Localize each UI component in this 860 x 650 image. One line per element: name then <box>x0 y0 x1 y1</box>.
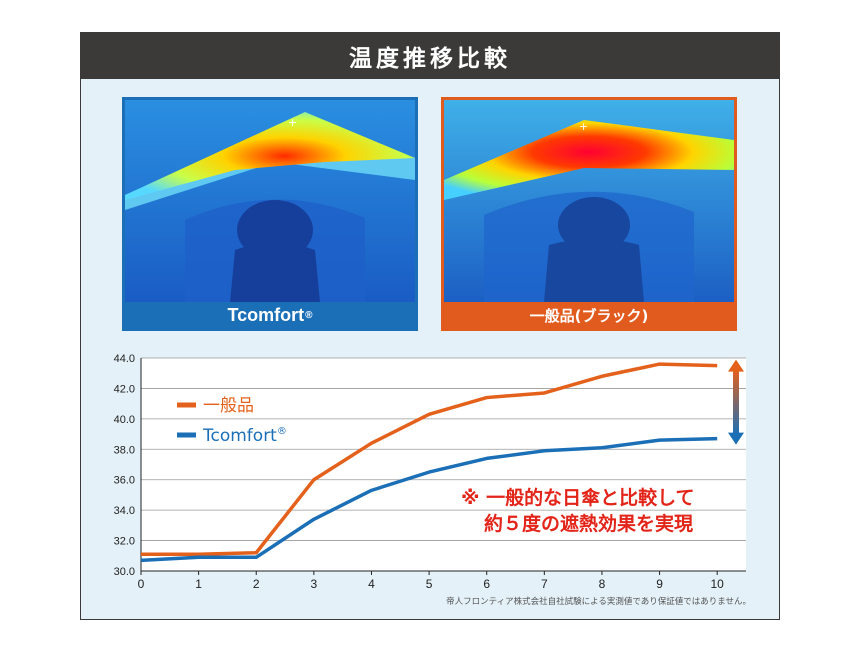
x-tick-label: 2 <box>253 577 260 591</box>
legend-label: Tcomfort® <box>202 426 287 446</box>
thermal-picture-tcomfort: + <box>125 100 415 302</box>
plot-area <box>141 358 746 571</box>
y-tick-label: 42.0 <box>114 383 135 395</box>
footnote: 帝人フロンティア株式会社自社試験による実測値であり保証値ではありません。 <box>446 597 751 607</box>
series-line-general <box>141 362 718 557</box>
y-tick-label: 38.0 <box>114 444 135 456</box>
y-tick-label: 40.0 <box>114 414 135 426</box>
registered-mark: ® <box>305 309 313 321</box>
y-tick-label: 32.0 <box>114 536 135 548</box>
annotation-line-2: 約５度の遮熱効果を実現 <box>484 513 694 535</box>
difference-arrow-shaft <box>733 369 739 435</box>
temperature-line-chart: 30.0 32.0 34.0 36.0 38.0 40.0 42.0 44.0 0 1 2 3 4 5 6 7… <box>114 353 746 591</box>
legend-registered-mark: ® <box>277 426 287 437</box>
legend-label: 一般品 <box>203 396 254 416</box>
page-title: 温度推移比較 <box>81 33 779 79</box>
x-tick-label: 7 <box>541 577 548 591</box>
thermal-image-black: + 一般品(ブラック) <box>441 97 737 331</box>
caption-black: 一般品(ブラック) <box>444 302 734 328</box>
x-tick-label: 10 <box>711 577 725 591</box>
y-tick-label: 30.0 <box>114 566 135 578</box>
difference-arrow-down-head <box>728 432 744 445</box>
y-tick-label: 36.0 <box>114 475 135 487</box>
x-tick-label: 4 <box>368 577 375 591</box>
thermal-image-tcomfort: + Tcomfort ® <box>122 97 418 331</box>
difference-arrow-up-head <box>728 359 744 372</box>
caption-tcomfort-text: Tcomfort <box>227 304 305 325</box>
series-line-tcomfort <box>140 436 718 563</box>
x-tick-label: 0 <box>138 577 145 591</box>
svg-text:+: + <box>288 116 297 129</box>
svg-text:+: + <box>579 120 588 133</box>
thermal-picture-black: + <box>444 100 734 302</box>
x-tick-label: 5 <box>426 577 433 591</box>
x-tick-label: 1 <box>195 577 202 591</box>
caption-tcomfort: Tcomfort ® <box>125 302 415 328</box>
comparison-panel: 温度推移比較 + Tc <box>80 32 780 620</box>
y-tick-label: 34.0 <box>114 505 135 517</box>
annotation-line-1: ※ 一般的な日傘と比較して <box>461 487 695 509</box>
y-tick-label: 44.0 <box>114 353 135 365</box>
x-tick-label: 8 <box>599 577 606 591</box>
x-tick-label: 9 <box>656 577 663 591</box>
x-tick-label: 3 <box>311 577 318 591</box>
x-tick-label: 6 <box>483 577 490 591</box>
